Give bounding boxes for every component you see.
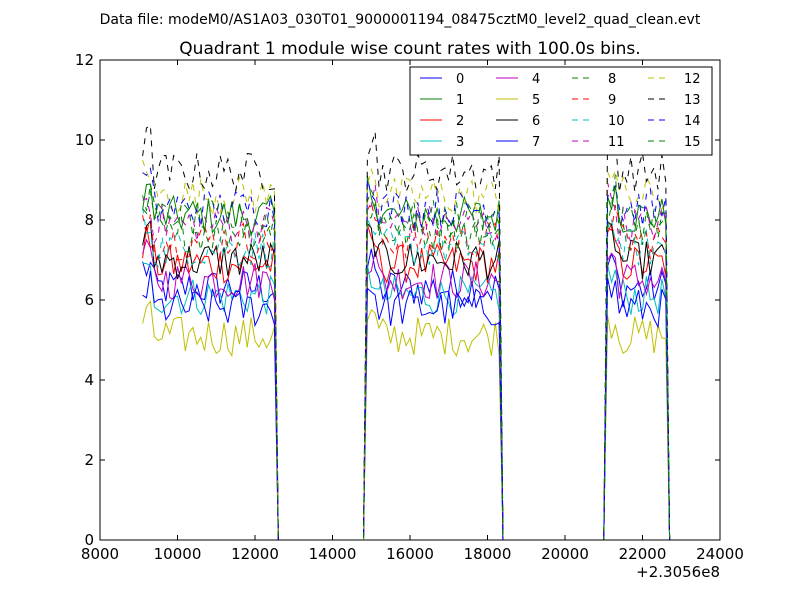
legend-label-3: 3 bbox=[456, 135, 464, 150]
series-line-14 bbox=[142, 167, 671, 541]
y-tick-label: 10 bbox=[75, 131, 94, 149]
y-tick-label: 2 bbox=[84, 451, 94, 469]
y-tick-label: 6 bbox=[84, 291, 94, 309]
chart-suptitle: Data file: modeM0/AS1A03_030T01_90000011… bbox=[100, 12, 701, 28]
series-line-5 bbox=[142, 299, 671, 541]
legend-label-4: 4 bbox=[532, 72, 540, 87]
series-line-4 bbox=[142, 238, 671, 541]
x-tick-label: 18000 bbox=[464, 545, 512, 563]
legend-label-1: 1 bbox=[456, 93, 464, 108]
x-offset-label: +2.3056e8 bbox=[636, 563, 720, 581]
x-tick-label: 10000 bbox=[154, 545, 202, 563]
legend-label-13: 13 bbox=[684, 93, 701, 108]
series-line-7 bbox=[142, 270, 671, 541]
x-tick-label: 14000 bbox=[309, 545, 357, 563]
y-tick-label: 0 bbox=[84, 531, 94, 549]
legend-label-15: 15 bbox=[684, 135, 701, 150]
x-tick-label: 16000 bbox=[386, 545, 434, 563]
legend-label-5: 5 bbox=[532, 93, 540, 108]
legend-label-7: 7 bbox=[532, 135, 540, 150]
legend-label-14: 14 bbox=[684, 114, 701, 129]
chart-title: Quadrant 1 module wise count rates with … bbox=[179, 39, 640, 59]
legend-label-2: 2 bbox=[456, 114, 464, 129]
x-tick-label: 24000 bbox=[696, 545, 744, 563]
axes: 8000 10000 12000 14000 16000 18000 20000 22000 2… bbox=[75, 51, 744, 563]
legend-label-6: 6 bbox=[532, 114, 540, 129]
x-tick-label: 20000 bbox=[541, 545, 589, 563]
y-tick-label: 8 bbox=[84, 211, 94, 229]
legend-label-12: 12 bbox=[684, 72, 701, 87]
legend-label-0: 0 bbox=[456, 72, 464, 87]
x-tick-label: 12000 bbox=[231, 545, 279, 563]
x-tick-label: 8000 bbox=[81, 545, 119, 563]
legend-label-11: 11 bbox=[608, 135, 625, 150]
series-line-9 bbox=[142, 200, 671, 541]
legend-label-9: 9 bbox=[608, 93, 616, 108]
plot-lines bbox=[142, 124, 671, 541]
y-tick-label: 4 bbox=[84, 371, 94, 389]
series-line-12 bbox=[142, 160, 671, 541]
legend-box bbox=[409, 66, 713, 156]
legend-label-10: 10 bbox=[608, 114, 625, 129]
y-tick-label: 12 bbox=[75, 51, 94, 69]
series-line-0 bbox=[142, 248, 671, 541]
series-line-6 bbox=[142, 219, 671, 541]
series-line-13 bbox=[142, 124, 671, 541]
series-line-2 bbox=[142, 222, 671, 541]
x-tick-label: 22000 bbox=[619, 545, 667, 563]
legend-label-8: 8 bbox=[608, 72, 616, 87]
